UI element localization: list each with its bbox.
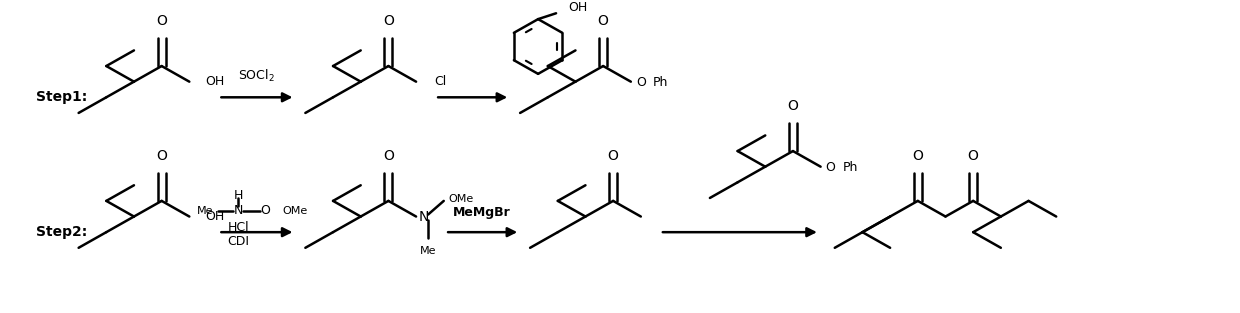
Text: OH: OH xyxy=(206,75,224,88)
Text: O: O xyxy=(967,149,978,163)
Text: SOCl$_2$: SOCl$_2$ xyxy=(238,68,275,84)
Text: O: O xyxy=(913,149,924,163)
Text: Ph: Ph xyxy=(843,161,858,174)
Text: N: N xyxy=(234,204,243,217)
Text: O: O xyxy=(156,149,167,163)
Text: OH: OH xyxy=(568,1,588,14)
Text: Me: Me xyxy=(420,246,436,256)
Text: CDI: CDI xyxy=(227,235,249,249)
Text: O: O xyxy=(260,204,270,217)
Text: HCl: HCl xyxy=(228,221,249,234)
Text: O: O xyxy=(636,76,646,89)
Text: Step1:: Step1: xyxy=(36,90,87,104)
Text: Me: Me xyxy=(197,206,213,216)
Text: O: O xyxy=(787,99,799,113)
Text: O: O xyxy=(383,149,394,163)
Text: OMe: OMe xyxy=(449,194,474,204)
Text: Step2:: Step2: xyxy=(36,225,87,239)
Text: N: N xyxy=(419,209,429,223)
Text: O: O xyxy=(598,14,609,28)
Text: OH: OH xyxy=(206,210,224,223)
Text: O: O xyxy=(156,14,167,28)
Text: O: O xyxy=(383,14,394,28)
Text: H: H xyxy=(234,188,243,202)
Text: O: O xyxy=(826,161,836,174)
Text: OMe: OMe xyxy=(283,206,308,216)
Text: Ph: Ph xyxy=(652,76,668,89)
Text: MeMgBr: MeMgBr xyxy=(454,206,511,219)
Text: Cl: Cl xyxy=(434,75,446,88)
Text: O: O xyxy=(608,149,619,163)
